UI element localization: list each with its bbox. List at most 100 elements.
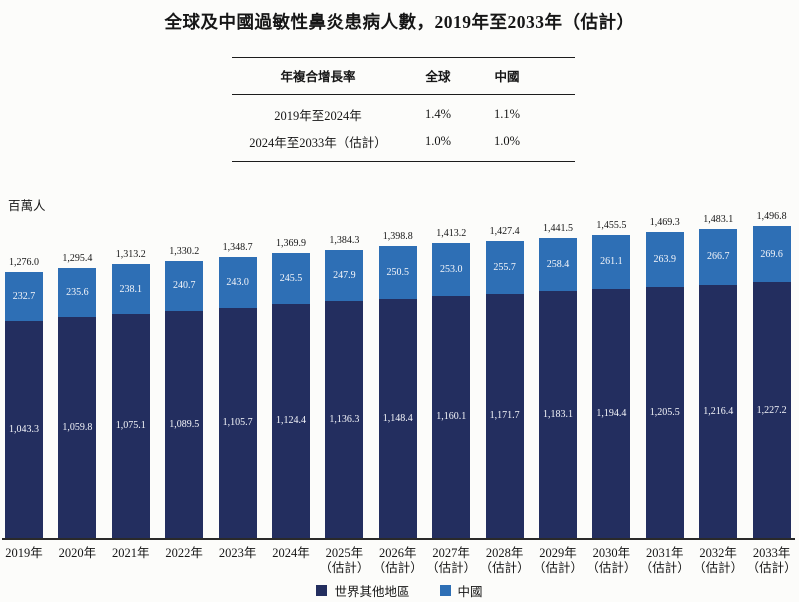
- china-value-label: 232.7: [12, 290, 36, 302]
- bar-2020: 235.6 1,059.8: [58, 268, 97, 538]
- legend-swatch-rest-of-world-icon: [316, 585, 328, 596]
- bar-segment-china: 258.4: [539, 237, 577, 292]
- china-value-label: 261.1: [600, 256, 623, 268]
- x-axis-label-line: （估計）: [426, 561, 477, 575]
- bar-2032: 266.7 1,216.4: [699, 228, 738, 539]
- x-axis-label-line: （估計）: [479, 561, 530, 575]
- cagr-header-row: 年複合增長率 全球 中國: [232, 57, 575, 95]
- total-value-label: 1,413.2: [436, 228, 467, 240]
- bar-2024: 245.5 1,124.4: [272, 252, 310, 539]
- bar-segment-china: 263.9: [645, 231, 684, 287]
- rest-of-world-value-label: 1,043.3: [9, 423, 39, 435]
- rest-of-world-value-label: 1,075.1: [115, 420, 146, 432]
- rest-of-world-value-label: 1,089.5: [169, 418, 200, 430]
- total-value-label: 1,330.2: [169, 245, 200, 257]
- legend-label-rest-of-world: 世界其他地區: [334, 585, 410, 599]
- total-value-label: 1,441.5: [543, 222, 573, 234]
- x-axis-line: [2, 538, 795, 540]
- rest-of-world-value-label: 1,160.1: [436, 411, 467, 423]
- x-axis-label-line: 2032年: [699, 546, 737, 560]
- bar-2023: 243.0 1,105.7: [218, 256, 257, 539]
- rest-of-world-value-label: 1,205.5: [649, 406, 680, 418]
- bar-2025: 247.9 1,136.3: [325, 249, 364, 539]
- bar-2022: 240.7 1,089.5: [165, 260, 204, 538]
- cagr-period: 2024年至2033年（估計）: [249, 136, 387, 150]
- x-axis-label-2032: 2032年 （估計）: [690, 546, 746, 576]
- cagr-period: 2019年至2024年: [274, 109, 362, 123]
- china-value-label: 235.6: [66, 287, 89, 299]
- x-axis-label-line: 2019年: [5, 546, 43, 560]
- bar-2031: 263.9 1,205.5: [645, 231, 684, 538]
- china-value-label: 266.7: [706, 251, 730, 263]
- cagr-header-metric: 年複合增長率: [232, 57, 404, 95]
- legend-item-china: 中國: [439, 581, 483, 600]
- rest-of-world-value-label: 1,171.7: [489, 410, 520, 422]
- rest-of-world-value-label: 1,148.4: [382, 412, 413, 424]
- bar-2030: 261.1 1,194.4: [592, 234, 631, 538]
- x-axis-label-line: 2033年: [752, 546, 791, 560]
- cagr-global-value: 1.4%: [424, 107, 452, 121]
- x-axis-label-line: （估計）: [746, 561, 797, 575]
- bar-segment-china: 232.7: [5, 272, 43, 321]
- bar-segment-china: 261.1: [592, 234, 631, 289]
- legend-item-rest-of-world: 世界其他地區: [316, 581, 410, 600]
- x-axis-label-line: 2030年: [592, 546, 631, 560]
- x-axis-label-line: 2022年: [165, 546, 203, 560]
- total-value-label: 1,369.9: [276, 237, 306, 249]
- bar-segment-china: 240.7: [165, 260, 204, 311]
- bar-segment-china: 243.0: [218, 256, 257, 308]
- x-axis-label-line: 2029年: [539, 546, 577, 560]
- bar-segment-china: 245.5: [272, 252, 310, 304]
- china-value-label: 250.5: [386, 267, 410, 278]
- rest-of-world-value-label: 1,059.8: [62, 422, 93, 434]
- x-axis-label-line: （估計）: [319, 561, 370, 575]
- total-value-label: 1,483.1: [703, 213, 734, 225]
- bar-segment-rest-of-world: 1,205.5: [645, 286, 684, 538]
- bar-2019: 232.7 1,043.3: [5, 272, 43, 538]
- china-value-label: 240.7: [172, 280, 196, 292]
- x-axis-label-2026: 2026年 （估計）: [370, 546, 426, 576]
- china-value-label: 247.9: [333, 269, 356, 281]
- bar-segment-china: 266.7: [699, 228, 738, 285]
- bar-segment-rest-of-world: 1,160.1: [432, 296, 471, 538]
- x-axis-label-line: （估計）: [532, 561, 583, 575]
- bar-segment-china: 255.7: [485, 240, 524, 294]
- x-axis-label-line: （估計）: [639, 561, 690, 575]
- x-axis-label-2025: 2025年 （估計）: [316, 546, 372, 576]
- bar-segment-rest-of-world: 1,183.1: [539, 291, 577, 538]
- chart-title: 全球及中國過敏性鼻炎患病人數，2019年至2033年（估計）: [164, 12, 635, 32]
- rest-of-world-value-label: 1,216.4: [703, 405, 734, 417]
- x-axis-label-line: 2023年: [218, 546, 257, 560]
- china-value-label: 263.9: [653, 253, 677, 265]
- x-axis-label-2023: 2023年: [210, 546, 266, 561]
- x-axis-label-2031: 2031年 （估計）: [637, 546, 693, 576]
- china-value-label: 253.0: [439, 264, 463, 276]
- x-axis-label-2027: 2027年 （估計）: [423, 546, 479, 576]
- y-axis-unit-label: 百萬人: [8, 199, 46, 213]
- cagr-china-value: 1.1%: [493, 107, 521, 121]
- cagr-row-2024-2033: 2024年至2033年（估計） 1.0% 1.0%: [232, 128, 575, 162]
- rest-of-world-value-label: 1,105.7: [222, 417, 253, 429]
- x-axis-label-2022: 2022年: [156, 546, 212, 561]
- rest-of-world-value-label: 1,183.1: [543, 409, 573, 421]
- rest-of-world-value-label: 1,227.2: [756, 404, 787, 416]
- cagr-global-value: 1.0%: [424, 134, 452, 148]
- rest-of-world-value-label: 1,194.4: [596, 408, 627, 419]
- bar-segment-china: 247.9: [325, 249, 364, 302]
- total-value-label: 1,398.8: [382, 231, 413, 243]
- total-value-label: 1,455.5: [596, 219, 627, 231]
- bar-2021: 238.1 1,075.1: [111, 264, 150, 538]
- bar-segment-china: 238.1: [111, 264, 150, 314]
- total-value-label: 1,348.7: [222, 241, 253, 253]
- bar-2029: 258.4 1,183.1: [539, 237, 577, 539]
- total-value-label: 1,496.8: [756, 211, 787, 222]
- x-axis-label-line: 2027年: [432, 546, 470, 560]
- total-value-label: 1,313.2: [115, 249, 146, 261]
- cagr-row-2019-2024: 2019年至2024年 1.4% 1.1%: [232, 95, 575, 129]
- x-axis-label-2030: 2030年 （估計）: [583, 546, 639, 576]
- bar-segment-china: 235.6: [58, 268, 97, 318]
- x-axis-label-2024: 2024年: [263, 546, 319, 561]
- bar-segment-rest-of-world: 1,216.4: [699, 284, 738, 539]
- total-value-label: 1,427.4: [489, 225, 520, 237]
- x-axis-label-2021: 2021年: [103, 546, 159, 561]
